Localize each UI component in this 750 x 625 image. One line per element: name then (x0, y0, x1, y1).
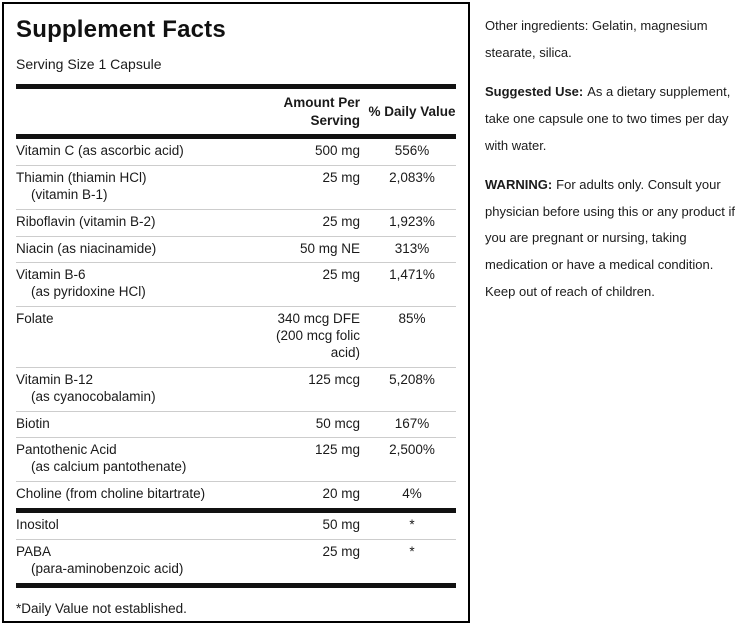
nutrient-amount: 25 mg (322, 543, 360, 559)
supplement-facts-panel: Supplement Facts Serving Size 1 Capsule … (2, 2, 470, 623)
nutrient-name-cell: Vitamin B-12 (as cyanocobalamin) (16, 372, 252, 406)
serving-size: Serving Size 1 Capsule (16, 56, 162, 72)
nutrient-amount: 125 mcg (308, 371, 360, 387)
nutrient-amount: 20 mg (322, 486, 360, 502)
nutrient-daily-value: * (409, 543, 415, 559)
nutrient-daily-value: 5,208% (389, 371, 435, 387)
row-divider (16, 410, 456, 412)
nutrient-name-cell: PABA (para-aminobenzoic acid) (16, 544, 252, 578)
table-row-vitamin-c: Vitamin C (as ascorbic acid) 500 mg 556% (16, 139, 456, 165)
side-copy: Other ingredients: Gelatin, magnesium st… (485, 2, 748, 623)
nutrient-name-cell: Niacin (as niacinamide) (16, 241, 252, 258)
nutrient-name-cell: Biotin (16, 416, 252, 433)
warning-label: WARNING: (485, 177, 553, 193)
nutrient-name-cell: Thiamin (thiamin HCl) (vitamin B-1) (16, 170, 252, 204)
nutrient-name: Vitamin B-6 (16, 267, 86, 283)
nutrient-name: Biotin (16, 415, 50, 431)
nutrient-daily-value: * (409, 517, 415, 533)
nutrient-name-cell: Choline (from choline bitartrate) (16, 486, 252, 503)
nutrient-name-cell: Folate (16, 311, 252, 328)
row-divider (16, 164, 456, 166)
nutrient-daily-value: 2,083% (389, 169, 435, 185)
suggested-use-paragraph: Suggested Use: As a dietary supplement, t… (485, 79, 746, 159)
table-row-vitamin-b12: Vitamin B-12 (as cyanocobalamin) 125 mcg… (16, 368, 456, 411)
nutrient-name-cell: Inositol (16, 517, 252, 534)
nutrient-amount: 500 mg (314, 143, 360, 159)
nutrient-name: Pantothenic Acid (16, 442, 117, 458)
nutrient-daily-value: 556% (394, 143, 430, 159)
nutrient-daily-value: 1,471% (389, 267, 435, 283)
nutrient-amount: 25 mg (322, 267, 360, 283)
table-row-biotin: Biotin 50 mcg 167% (16, 412, 456, 438)
nutrient-name: PABA (16, 543, 52, 559)
other-ingredients-text: Other ingredients: Gelatin, magnesium st… (485, 18, 708, 60)
row-divider (16, 366, 456, 368)
nutrient-subname: (as calcium pantothenate) (31, 459, 187, 475)
nutrient-name: Niacin (as niacinamide) (16, 240, 157, 256)
table-row-vitamin-b6: Vitamin B-6 (as pyridoxine HCl) 25 mg 1,… (16, 263, 456, 306)
nutrient-name-cell: Vitamin C (as ascorbic acid) (16, 143, 252, 160)
nutrient-name: Thiamin (thiamin HCl) (16, 169, 147, 185)
row-divider (16, 262, 456, 264)
thick-divider-mid (16, 508, 456, 514)
nutrient-daily-value: 85% (398, 311, 426, 327)
nutrient-name-cell: Vitamin B-6 (as pyridoxine HCl) (16, 267, 252, 301)
nutrient-name-cell: Pantothenic Acid (as calcium pantothenat… (16, 442, 252, 476)
nutrient-subname: (as pyridoxine HCl) (31, 284, 146, 300)
nutrient-daily-value: 4% (402, 486, 422, 502)
nutrient-amount: 50 mg (322, 517, 360, 533)
suggested-use-text: As a dietary supplement, take one capsul… (485, 84, 731, 153)
nutrient-name: Riboflavin (vitamin B-2) (16, 213, 156, 229)
table-row-choline: Choline (from choline bitartrate) 20 mg … (16, 482, 456, 508)
nutrient-amount: 50 mg NE (299, 240, 360, 256)
row-divider (16, 437, 456, 439)
row-divider (16, 481, 456, 483)
warning-paragraph: WARNING: For adults only. Consult your ph… (485, 172, 746, 305)
table-row-paba: PABA (para-aminobenzoic acid) 25 mg * (16, 540, 456, 583)
other-ingredients-paragraph: Other ingredients: Gelatin, magnesium st… (485, 13, 746, 66)
row-divider (16, 538, 456, 540)
daily-value-footnote: *Daily Value not established. (16, 600, 187, 616)
nutrient-amount: 125 mg (314, 442, 360, 458)
thick-divider-bottom (16, 582, 456, 588)
nutrient-daily-value: 167% (394, 415, 430, 431)
nutrient-name: Folate (16, 311, 54, 327)
table-row-folate: Folate 340 mcg DFE (200 mcg folic acid) … (16, 307, 456, 367)
header-percent-daily-value: % Daily Value (368, 103, 456, 119)
nutrient-subname: (as cyanocobalamin) (31, 388, 156, 404)
table-row-niacin: Niacin (as niacinamide) 50 mg NE 313% (16, 237, 456, 263)
nutrient-amount: 50 mcg (315, 415, 360, 431)
warning-text: For adults only. Consult your physician … (485, 177, 736, 299)
row-divider (16, 235, 456, 237)
nutrient-name: Inositol (16, 517, 59, 533)
nutrient-table: Vitamin C (as ascorbic acid) 500 mg 556%… (16, 139, 456, 588)
nutrient-name-cell: Riboflavin (vitamin B-2) (16, 214, 252, 231)
nutrient-subname: (vitamin B-1) (31, 186, 108, 202)
nutrient-daily-value: 313% (394, 240, 430, 256)
thick-divider-top (16, 84, 456, 89)
table-row-thiamin: Thiamin (thiamin HCl) (vitamin B-1) 25 m… (16, 166, 456, 209)
panel-title: Supplement Facts (16, 16, 226, 43)
nutrient-subname: (para-aminobenzoic acid) (31, 560, 184, 576)
nutrient-name: Vitamin C (as ascorbic acid) (16, 143, 184, 159)
table-row-pantothenic-acid: Pantothenic Acid (as calcium pantothenat… (16, 438, 456, 481)
nutrient-name: Vitamin B-12 (16, 371, 94, 387)
nutrient-amount: 25 mg (322, 213, 360, 229)
nutrient-amount: 340 mcg DFE (200 mcg folic acid) (275, 311, 360, 360)
suggested-use-label: Suggested Use: (485, 84, 584, 100)
row-divider (16, 306, 456, 308)
header-amount-per-serving: Amount Per Serving (283, 95, 360, 128)
table-header: Amount Per Serving % Daily Value (16, 89, 456, 134)
nutrient-name: Choline (from choline bitartrate) (16, 486, 206, 502)
thick-divider-header (16, 134, 456, 140)
table-row-inositol: Inositol 50 mg * (16, 513, 456, 539)
nutrient-amount: 25 mg (322, 169, 360, 185)
row-divider (16, 208, 456, 210)
table-row-riboflavin: Riboflavin (vitamin B-2) 25 mg 1,923% (16, 210, 456, 236)
nutrient-daily-value: 2,500% (389, 442, 435, 458)
nutrient-daily-value: 1,923% (389, 213, 435, 229)
